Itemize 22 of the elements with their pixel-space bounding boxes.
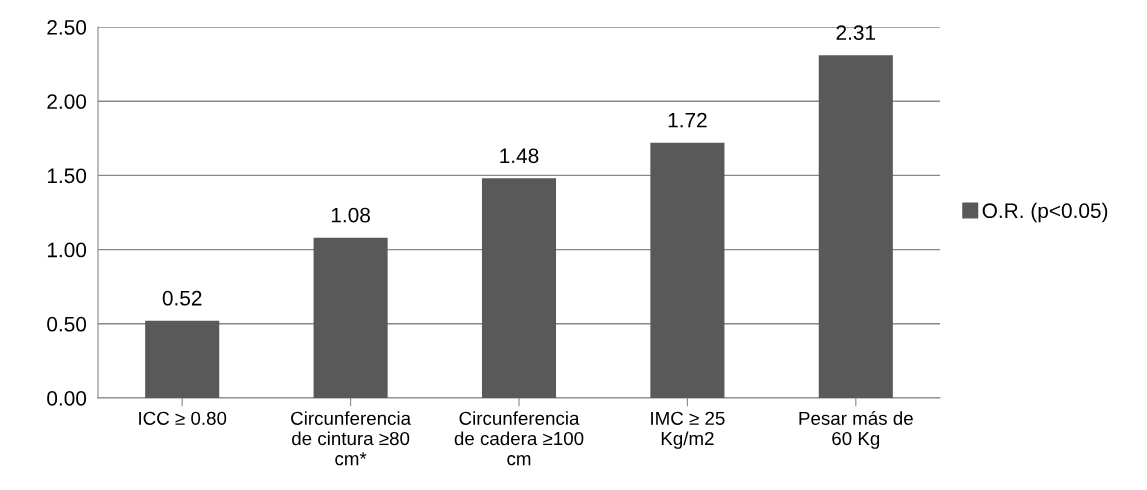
y-tick-label: 2.00 bbox=[47, 94, 87, 109]
text: 1.72 bbox=[668, 112, 707, 128]
bar bbox=[650, 142, 725, 398]
y-tick-label: 0.50 bbox=[47, 316, 87, 332]
y-tick-label: 2.50 bbox=[47, 20, 87, 35]
bar bbox=[313, 237, 388, 398]
bar bbox=[481, 178, 557, 398]
legend-label: O.R. (p<0.05) bbox=[982, 202, 1108, 223]
text: 2.31 bbox=[836, 25, 876, 40]
y-tick-label: 1.50 bbox=[47, 168, 87, 184]
text: 1.48 bbox=[500, 148, 539, 164]
bar bbox=[145, 320, 220, 398]
x-tick-label: ICC ≥ 0.80 bbox=[139, 411, 227, 425]
y-tick-label: 1.00 bbox=[47, 242, 87, 258]
x-tick-label: Pesar más de 60 Kg bbox=[799, 410, 913, 449]
x-tick-label: IMC ≥ 25 Kg/m2 bbox=[651, 411, 725, 449]
y-tick-label: 0.00 bbox=[47, 391, 87, 406]
bar bbox=[818, 55, 893, 398]
text: 0.52 bbox=[162, 290, 202, 306]
x-tick-label: Circunferencia de cintura ≥80 cm* bbox=[291, 411, 412, 466]
text: 1.08 bbox=[331, 207, 370, 223]
x-tick-label: Circunferencia de cadera ≥100 cm bbox=[454, 411, 584, 466]
